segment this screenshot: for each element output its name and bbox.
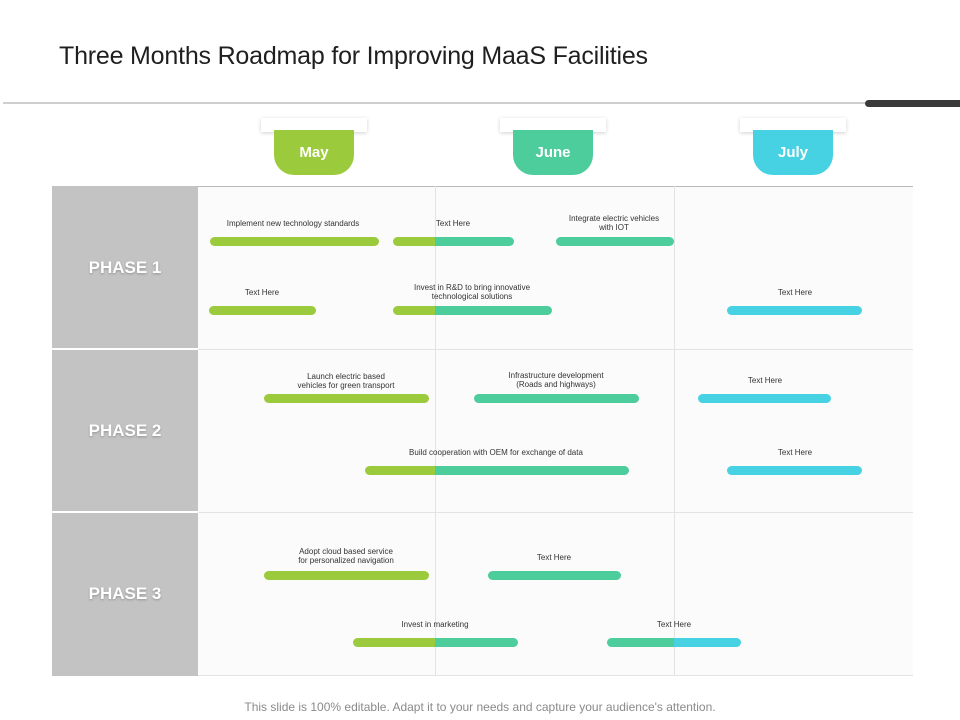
task-label: Adopt cloud based service for personaliz…: [298, 547, 394, 565]
timeline-grid: [198, 186, 913, 676]
task-bar: [607, 638, 741, 647]
title-divider: [3, 102, 869, 104]
task-bar: [488, 571, 621, 580]
task-label: Text Here: [244, 288, 280, 297]
footer-note: This slide is 100% editable. Adapt it to…: [244, 700, 716, 714]
month-header-may: May: [261, 118, 367, 176]
phase-separator: [52, 511, 198, 513]
task-bar: [727, 466, 862, 475]
task-bar: [264, 394, 429, 403]
task-bar: [209, 306, 316, 315]
task-label: Text Here: [747, 376, 783, 385]
task-bar: [393, 237, 514, 246]
task-bar: [393, 306, 552, 315]
task-label: Text Here: [777, 288, 813, 297]
task-bar: [353, 638, 518, 647]
task-bar: [474, 394, 639, 403]
phase-2-label: PHASE 2: [52, 349, 198, 512]
month-tab-card: [261, 118, 367, 132]
page-title: Three Months Roadmap for Improving MaaS …: [59, 42, 648, 70]
phase-divider: [198, 512, 913, 513]
title-divider-accent: [865, 100, 960, 107]
task-label: Text Here: [656, 620, 692, 629]
phase-separator: [52, 348, 198, 350]
task-bar: [698, 394, 831, 403]
phase-3-label: PHASE 3: [52, 512, 198, 676]
task-label: Infrastructure development (Roads and hi…: [508, 371, 604, 389]
task-label: Text Here: [435, 219, 471, 228]
task-label: Implement new technology standards: [226, 219, 360, 228]
task-label: Text Here: [777, 448, 813, 457]
month-tab-card: [740, 118, 846, 132]
task-bar: [264, 571, 429, 580]
task-bar: [556, 237, 674, 246]
task-bar: [365, 466, 629, 475]
task-label: Build cooperation with OEM for exchange …: [409, 448, 583, 457]
phase-1-label: PHASE 1: [52, 186, 198, 349]
month-tab-card: [500, 118, 606, 132]
phase-divider: [198, 349, 913, 350]
task-label: Invest in R&D to bring innovative techno…: [413, 283, 531, 301]
month-label-july: July: [753, 130, 833, 175]
task-label: Text Here: [536, 553, 572, 562]
task-label: Invest in marketing: [401, 620, 469, 629]
task-label: Launch electric based vehicles for green…: [297, 372, 395, 390]
month-label-may: May: [274, 130, 354, 175]
grid-bottom-border: [198, 675, 913, 676]
task-label: Integrate electric vehicles with IOT: [568, 214, 660, 232]
month-header-june: June: [500, 118, 606, 176]
month-header-july: July: [740, 118, 846, 176]
month-divider: [674, 186, 675, 676]
month-divider: [435, 186, 436, 676]
month-label-june: June: [513, 130, 593, 175]
task-bar: [210, 237, 379, 246]
grid-top-border: [198, 186, 913, 187]
task-bar: [727, 306, 862, 315]
